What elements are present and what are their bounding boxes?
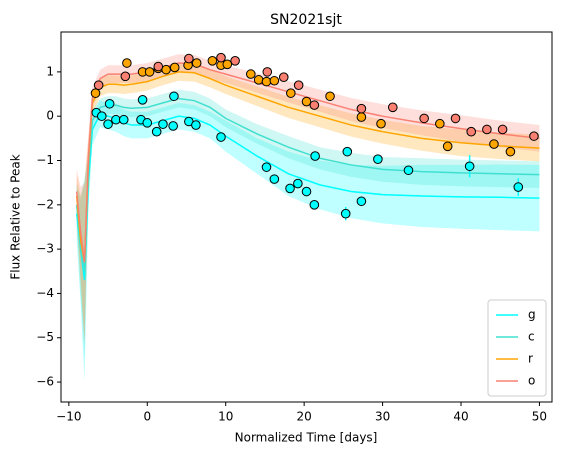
data-point	[169, 91, 179, 102]
data-point	[376, 118, 386, 129]
data-point	[111, 114, 121, 125]
data-point	[293, 80, 304, 90]
data-point	[144, 67, 155, 77]
data-point	[356, 103, 367, 114]
x-tick-label: 50	[532, 410, 547, 424]
data-point	[342, 146, 353, 157]
plot-frame	[60, 31, 553, 403]
legend-label: o	[528, 374, 535, 388]
data-point	[293, 178, 303, 189]
data-point	[246, 69, 256, 79]
data-point	[325, 91, 335, 102]
data-point	[442, 141, 453, 152]
data-point	[466, 126, 477, 137]
y-tick-label: 0	[46, 109, 54, 123]
data-point	[301, 96, 312, 107]
data-point	[137, 94, 148, 105]
data-point	[191, 58, 202, 68]
data-point	[387, 102, 398, 113]
data-point	[168, 121, 178, 131]
legend-label: r	[528, 352, 533, 366]
confidence-band	[76, 63, 540, 343]
legend-label: c	[528, 330, 535, 344]
model-line	[75, 62, 540, 263]
data-point	[90, 88, 101, 98]
y-tick-label: 1	[46, 64, 54, 78]
data-point	[278, 72, 289, 82]
data-point	[262, 67, 273, 77]
data-point	[285, 183, 295, 194]
data-point	[222, 59, 233, 70]
x-tick-label: −10	[56, 410, 81, 424]
data-point	[301, 186, 312, 197]
y-tick-label: −2	[36, 197, 54, 211]
model-line	[75, 97, 540, 272]
x-tick-label: 10	[218, 410, 233, 424]
data-point	[356, 196, 367, 207]
x-tick-label: 40	[453, 410, 468, 424]
data-point	[104, 98, 115, 109]
x-tick-label: 0	[143, 410, 151, 424]
data-point	[207, 56, 218, 66]
data-point	[309, 100, 320, 110]
data-point	[93, 80, 104, 90]
x-tick-label: 20	[297, 410, 312, 424]
data-point	[142, 118, 153, 128]
data-point	[489, 139, 499, 149]
data-point	[269, 174, 280, 184]
data-point	[340, 208, 351, 219]
data-point	[216, 132, 226, 142]
confidence-band	[76, 54, 540, 343]
data-point	[269, 75, 280, 86]
data-point	[120, 71, 131, 82]
data-point	[261, 162, 272, 172]
legend-box	[487, 299, 547, 397]
data-point	[373, 154, 383, 164]
data-point	[403, 165, 414, 176]
data-point	[122, 58, 132, 68]
data-point	[505, 146, 516, 157]
y-tick-label: −3	[36, 242, 54, 256]
data-point	[158, 119, 168, 129]
data-point	[153, 61, 164, 72]
data-point	[482, 124, 492, 135]
data-point	[96, 111, 107, 121]
data-point	[419, 113, 429, 124]
y-tick-label: −1	[36, 153, 54, 167]
data-point	[118, 114, 129, 125]
data-point	[216, 52, 226, 63]
data-point	[435, 118, 445, 129]
data-point	[161, 64, 171, 75]
legend-label: g	[528, 308, 536, 322]
data-point	[191, 120, 201, 130]
confidence-band	[76, 89, 540, 360]
y-tick-label: −6	[36, 375, 54, 389]
data-point	[169, 62, 180, 73]
y-tick-label: −4	[36, 286, 54, 300]
y-axis-label: Flux Relative to Peak	[9, 154, 23, 279]
plot-area	[75, 52, 540, 383]
data-point	[253, 75, 264, 85]
data-point	[151, 126, 162, 137]
data-point	[309, 200, 320, 210]
data-point	[356, 112, 367, 122]
data-point	[529, 131, 539, 141]
chart-title: SN2021sjt	[270, 12, 342, 28]
data-point	[103, 119, 113, 129]
data-point	[261, 76, 272, 87]
data-point	[497, 124, 508, 135]
data-point	[230, 56, 240, 66]
data-point	[464, 161, 475, 172]
data-point	[286, 88, 296, 98]
data-point	[310, 151, 320, 161]
y-tick-label: −5	[36, 330, 54, 344]
data-point	[513, 182, 524, 192]
x-axis-label: Normalized Time [days]	[235, 431, 378, 445]
data-point	[184, 53, 194, 64]
data-point	[450, 113, 461, 124]
x-tick-label: 30	[375, 410, 390, 424]
